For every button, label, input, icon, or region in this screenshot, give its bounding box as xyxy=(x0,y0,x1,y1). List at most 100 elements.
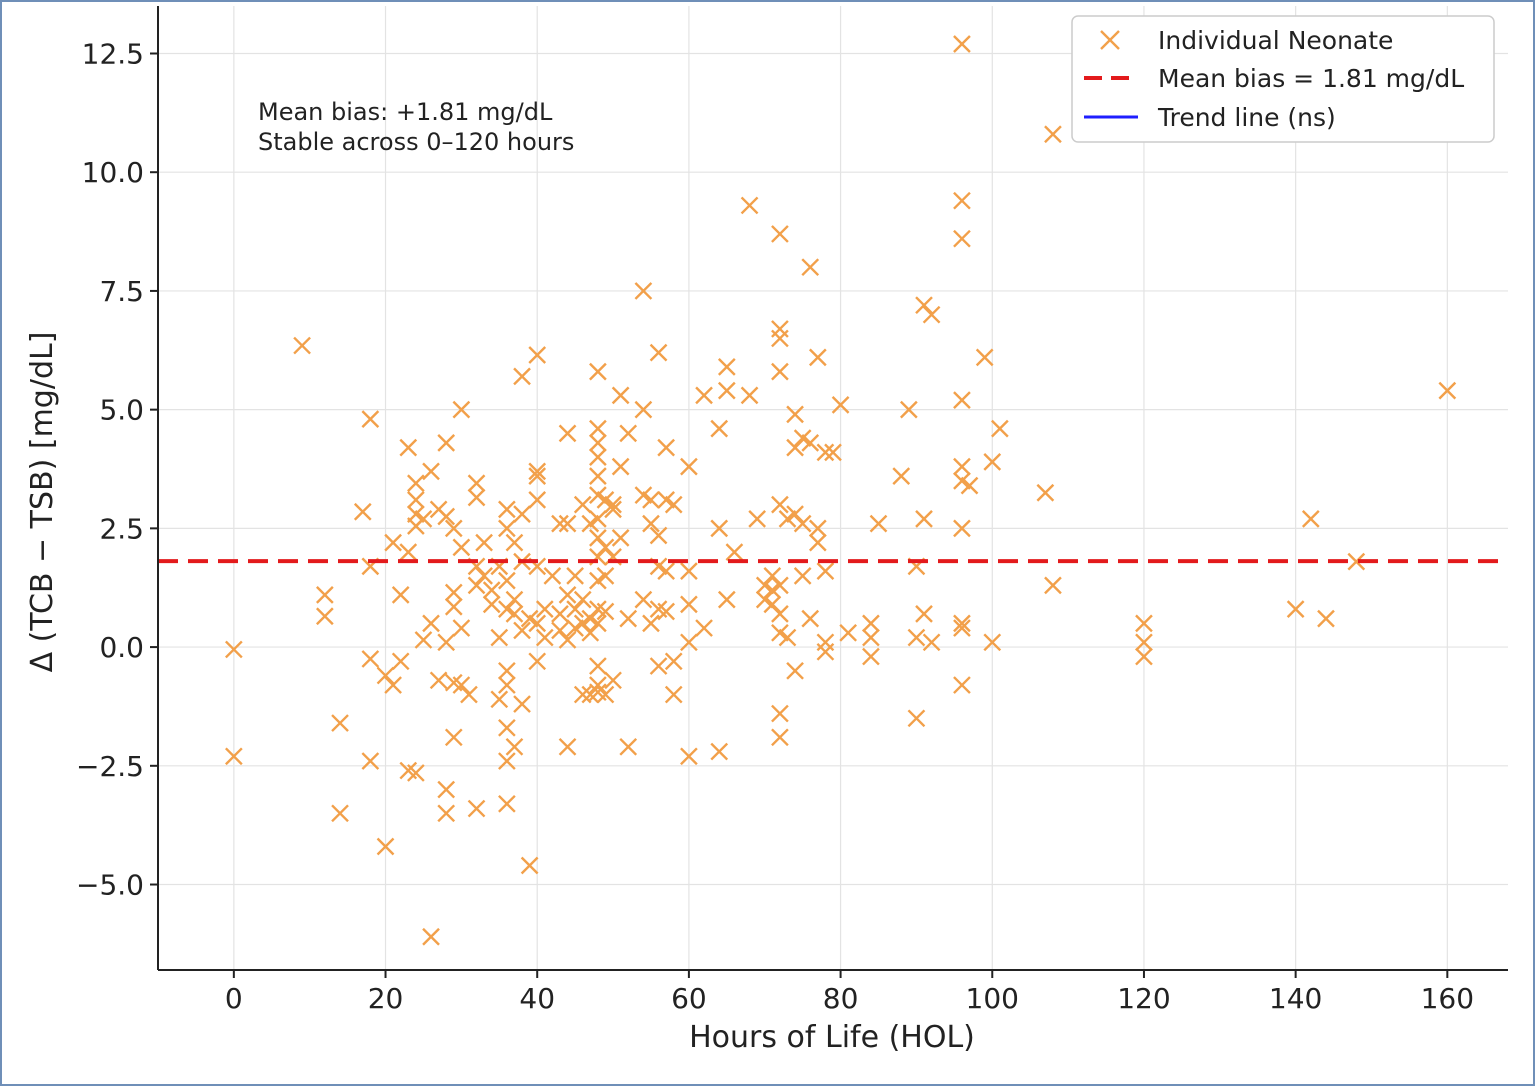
data-point xyxy=(953,676,971,694)
data-point xyxy=(786,438,804,457)
data-point xyxy=(376,837,395,856)
data-point xyxy=(444,597,463,616)
data-point xyxy=(771,495,789,514)
data-point xyxy=(543,567,562,585)
data-point xyxy=(657,602,675,621)
data-point xyxy=(528,614,547,633)
data-point xyxy=(558,585,577,604)
data-point xyxy=(771,604,789,623)
data-point xyxy=(634,282,653,300)
x-tick-label: 80 xyxy=(823,982,859,1015)
data-point xyxy=(953,35,971,53)
y-gridlines xyxy=(158,52,1508,886)
x-tick-label: 120 xyxy=(1117,982,1170,1015)
data-point xyxy=(513,505,531,523)
data-point xyxy=(498,794,516,813)
data-point xyxy=(611,386,630,405)
data-point xyxy=(1135,647,1153,666)
data-point xyxy=(611,457,630,476)
data-point xyxy=(528,346,547,364)
data-point xyxy=(498,500,516,519)
data-point xyxy=(975,348,994,367)
data-point xyxy=(649,343,668,362)
data-point xyxy=(953,191,971,210)
data-point xyxy=(907,628,926,647)
data-point xyxy=(551,621,569,640)
data-point xyxy=(467,488,486,507)
data-point xyxy=(710,742,729,761)
data-point xyxy=(551,604,569,623)
data-point xyxy=(452,676,471,694)
data-point xyxy=(907,709,926,728)
y-tick-label: 12.5 xyxy=(82,37,144,70)
data-point xyxy=(740,196,759,215)
data-point xyxy=(740,386,759,405)
data-point xyxy=(407,764,425,782)
data-point xyxy=(649,526,668,545)
y-tick-label: 0.0 xyxy=(99,631,144,664)
data-point xyxy=(771,362,789,381)
data-point xyxy=(316,585,334,604)
y-tick-label: 7.5 xyxy=(99,275,144,308)
data-point xyxy=(983,633,1002,652)
x-tick-label: 140 xyxy=(1269,982,1322,1015)
data-point xyxy=(475,533,493,552)
data-point xyxy=(505,590,524,609)
data-point xyxy=(331,714,349,732)
data-point xyxy=(717,358,736,376)
x-tick-group: 0 20 40 60 80 100 120 140 160 xyxy=(225,970,1474,1015)
data-point xyxy=(664,495,683,514)
data-point xyxy=(589,467,607,485)
annotation-line-1: Mean bias: +1.81 mg/dL xyxy=(258,98,553,126)
x-tick-label: 100 xyxy=(966,982,1019,1015)
data-point xyxy=(915,604,933,623)
data-point xyxy=(444,519,463,538)
data-point xyxy=(725,543,744,561)
data-point xyxy=(869,514,888,533)
annotation-line-2: Stable across 0–120 hours xyxy=(258,128,574,156)
data-point xyxy=(520,856,539,875)
data-point xyxy=(1347,552,1366,571)
data-point xyxy=(1438,381,1457,400)
data-point xyxy=(467,576,486,595)
data-point xyxy=(589,434,607,452)
data-point xyxy=(589,510,607,528)
data-point xyxy=(429,671,448,690)
data-point xyxy=(953,619,971,637)
data-point xyxy=(1044,125,1062,144)
y-tick-label: −5.0 xyxy=(76,869,144,902)
data-point xyxy=(452,538,471,557)
data-point xyxy=(407,474,425,493)
y-tick-label: −2.5 xyxy=(76,750,144,783)
data-point xyxy=(444,728,463,747)
data-point xyxy=(460,685,478,704)
data-point xyxy=(566,600,584,618)
data-point xyxy=(573,590,592,609)
legend-label-mean-bias: Mean bias = 1.81 mg/dL xyxy=(1158,64,1464,93)
data-point xyxy=(831,396,850,414)
data-point xyxy=(816,443,835,462)
data-point xyxy=(717,381,736,400)
data-point xyxy=(778,628,797,647)
data-point xyxy=(680,457,698,476)
data-point xyxy=(422,927,440,946)
data-point xyxy=(862,614,880,633)
data-point xyxy=(604,495,622,514)
data-point xyxy=(384,676,402,694)
data-point xyxy=(915,510,933,528)
data-point xyxy=(771,728,789,747)
data-point xyxy=(680,562,698,580)
data-point xyxy=(482,581,501,599)
data-point xyxy=(680,595,698,614)
data-point xyxy=(437,633,456,652)
data-point xyxy=(634,590,653,609)
data-point xyxy=(816,642,835,661)
data-point xyxy=(528,467,547,485)
data-point xyxy=(482,595,501,614)
data-point xyxy=(422,462,440,481)
data-point xyxy=(771,329,789,348)
data-point xyxy=(786,505,804,523)
data-point xyxy=(505,533,524,552)
data-point xyxy=(589,676,607,694)
